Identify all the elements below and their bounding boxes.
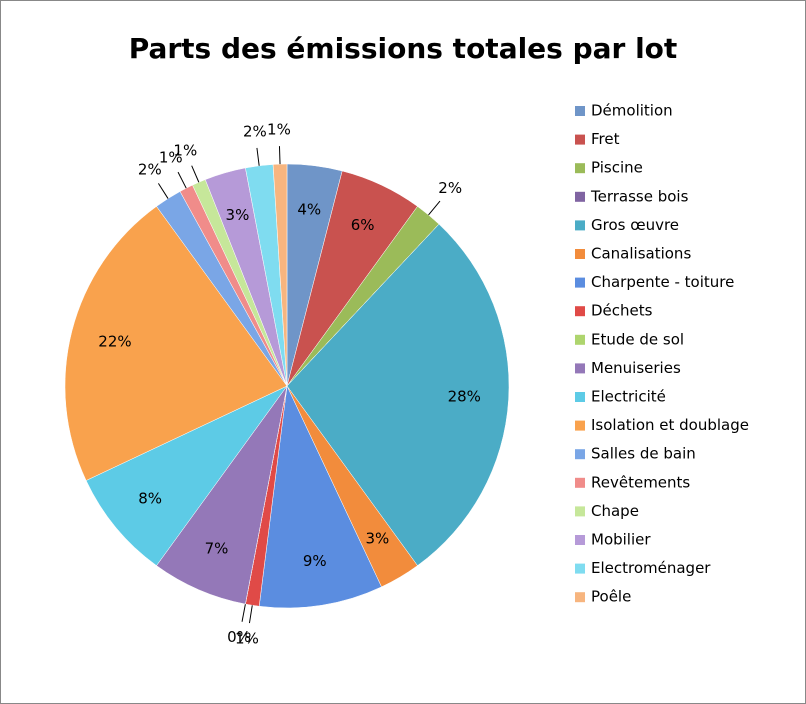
leader-line bbox=[241, 603, 246, 622]
data-label: 0% bbox=[227, 628, 251, 646]
legend-swatch bbox=[575, 477, 585, 488]
legend-swatch bbox=[575, 306, 585, 317]
chart-title: Parts des émissions totales par lot bbox=[129, 32, 678, 65]
legend-swatch bbox=[575, 506, 585, 517]
data-label: 1% bbox=[235, 629, 259, 647]
leader-line bbox=[157, 183, 169, 199]
legend-label: Menuiseries bbox=[591, 359, 681, 377]
legend-swatch bbox=[575, 392, 585, 402]
legend-label: Isolation et doublage bbox=[591, 416, 749, 434]
legend-swatch bbox=[575, 134, 585, 145]
legend-label: Fret bbox=[591, 130, 620, 148]
legend-label: Electroménager bbox=[591, 559, 711, 577]
legend-label: Salles de bain bbox=[591, 445, 696, 463]
legend-label: Etude de sol bbox=[591, 330, 684, 348]
legend-label: Terrasse bois bbox=[590, 187, 689, 205]
legend-label: Electricité bbox=[591, 388, 666, 406]
legend-label: Poêle bbox=[591, 588, 631, 606]
data-label: 6% bbox=[351, 216, 375, 234]
legend-swatch bbox=[575, 334, 585, 345]
legend-label: Piscine bbox=[591, 159, 643, 177]
legend-label: Chape bbox=[591, 502, 639, 520]
pie-slice bbox=[85, 385, 288, 566]
legend-swatch bbox=[575, 163, 585, 174]
legend-swatch bbox=[575, 449, 585, 460]
legend-swatch bbox=[575, 420, 585, 431]
legend-swatch bbox=[575, 592, 585, 603]
pie-slice bbox=[64, 206, 288, 481]
pie-slice bbox=[286, 223, 510, 566]
data-label: 2% bbox=[138, 160, 162, 178]
data-label: 4% bbox=[297, 200, 321, 218]
leader-line bbox=[177, 171, 187, 189]
legend-swatch bbox=[575, 249, 585, 259]
legend-swatch bbox=[575, 563, 585, 574]
data-label: 9% bbox=[303, 552, 327, 570]
legend-label: Démolition bbox=[591, 102, 673, 120]
legend-swatch bbox=[575, 277, 585, 288]
legend-label: Revêtements bbox=[591, 473, 690, 491]
legend-label: Gros œuvre bbox=[591, 216, 679, 234]
legend-swatch bbox=[575, 106, 585, 116]
leader-line bbox=[278, 146, 281, 165]
leader-line bbox=[256, 147, 260, 166]
data-label: 22% bbox=[98, 332, 131, 350]
data-label: 1% bbox=[173, 142, 197, 160]
data-label: 3% bbox=[366, 529, 390, 547]
legend-label: Canalisations bbox=[591, 245, 691, 263]
data-label: 1% bbox=[267, 121, 291, 139]
data-label: 2% bbox=[438, 179, 462, 197]
legend-swatch bbox=[575, 191, 585, 202]
data-label: 8% bbox=[138, 490, 162, 508]
legend-label: Déchets bbox=[591, 302, 653, 320]
pie-slice bbox=[258, 385, 382, 609]
data-label: 28% bbox=[448, 388, 481, 406]
data-label: 1% bbox=[159, 148, 183, 166]
legend-swatch bbox=[575, 363, 585, 374]
legend-label: Charpente - toiture bbox=[591, 273, 734, 291]
data-label: 2% bbox=[243, 123, 267, 141]
data-label: 3% bbox=[226, 206, 250, 224]
leader-line bbox=[428, 200, 441, 216]
legend-label: Mobilier bbox=[591, 531, 651, 549]
leader-line bbox=[191, 165, 200, 183]
leader-line bbox=[248, 605, 253, 624]
legend-swatch bbox=[575, 535, 585, 545]
legend-swatch bbox=[575, 220, 585, 231]
data-label: 7% bbox=[205, 539, 229, 557]
